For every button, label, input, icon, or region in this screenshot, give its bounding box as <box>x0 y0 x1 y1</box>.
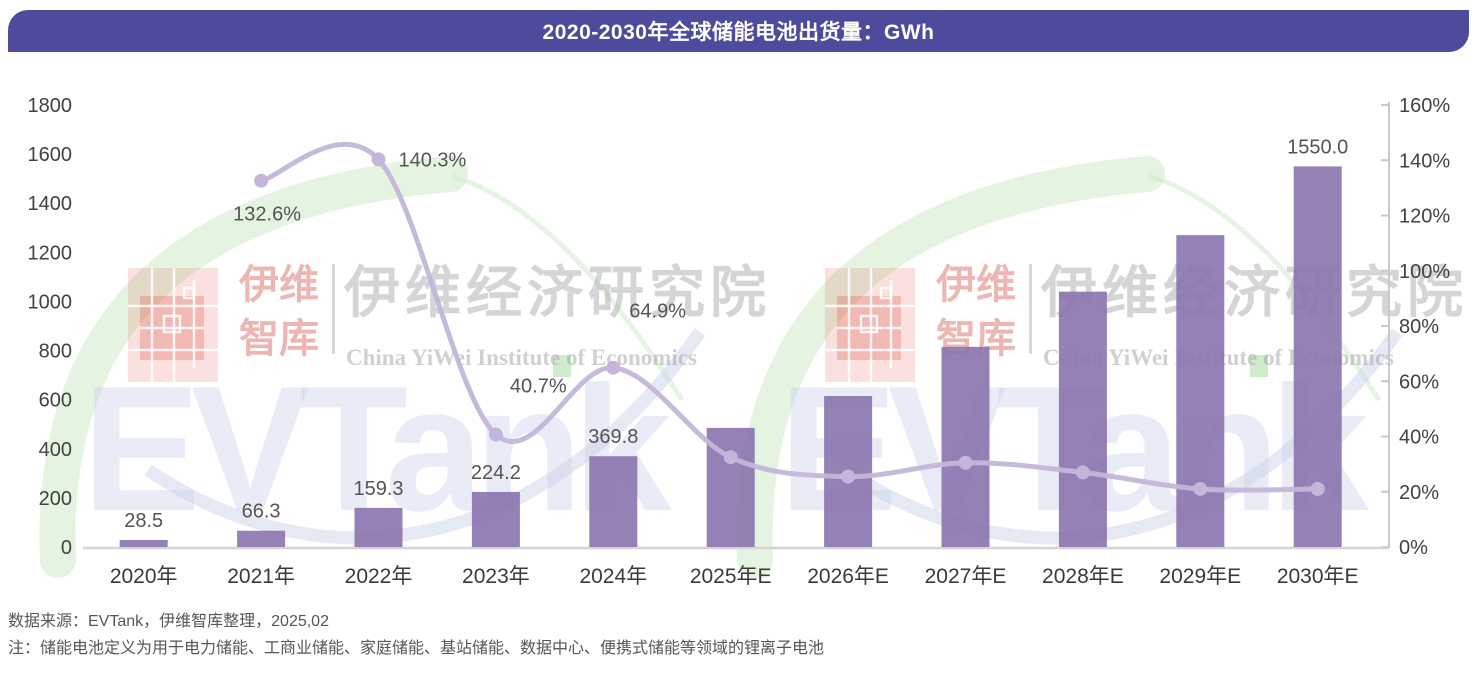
x-axis-label-2020年: 2020年 <box>110 565 178 588</box>
left-axis-tick-1400: 1400 <box>28 193 73 215</box>
growth-line <box>258 142 1321 493</box>
line-marker-2028年E <box>1075 465 1090 480</box>
x-axis-label-2028年E: 2028年E <box>1042 565 1124 588</box>
line-label-2021年: 132.6% <box>233 204 301 226</box>
bar-label-2030年E: 1550.0 <box>1287 136 1348 158</box>
line-label-2022年: 140.3% <box>399 149 467 171</box>
right-axis-tick-100%: 100% <box>1399 261 1450 283</box>
x-axis-label-2027年E: 2027年E <box>925 565 1007 588</box>
chart-title-bar: 2020-2030年全球储能电池出货量：GWh <box>8 10 1469 52</box>
left-axis-tick-1200: 1200 <box>28 242 73 264</box>
right-axis-tick-140%: 140% <box>1399 150 1450 172</box>
right-axis-tick-80%: 80% <box>1399 316 1439 338</box>
x-axis-label-2023年: 2023年 <box>462 565 530 588</box>
bar-label-2022年: 159.3 <box>353 478 403 500</box>
line-label-2023年: 40.7% <box>510 376 567 398</box>
chart-title: 2020-2030年全球储能电池出货量：GWh <box>542 21 935 44</box>
x-axis-label-2029年E: 2029年E <box>1159 565 1241 588</box>
right-axis-tick-40%: 40% <box>1399 427 1439 449</box>
line-marker-2022年 <box>371 152 386 167</box>
x-axis-label-2022年: 2022年 <box>345 565 413 588</box>
bar-label-2021年: 66.3 <box>242 501 281 523</box>
bar-label-2023年: 224.2 <box>471 462 521 484</box>
left-axis-tick-1600: 1600 <box>28 144 73 166</box>
data-source-note: 数据来源：EVTank，伊维智库整理，2025,02 <box>8 613 329 630</box>
line-marker-2024年 <box>606 360 621 375</box>
line-marker-2027年E <box>958 455 973 470</box>
right-axis-tick-20%: 20% <box>1399 482 1439 504</box>
bar-2023年 <box>471 491 520 547</box>
left-axis-tick-1800: 1800 <box>28 95 73 117</box>
line-marker-2021年 <box>254 173 269 188</box>
x-axis-label-2024年: 2024年 <box>579 565 647 588</box>
left-axis-tick-200: 200 <box>39 488 72 510</box>
line-marker-2026年E <box>841 469 856 484</box>
right-axis-tick-160%: 160% <box>1399 95 1450 117</box>
left-axis-tick-1000: 1000 <box>28 291 73 313</box>
x-axis-label-2026年E: 2026年E <box>807 565 889 588</box>
line-marker-2029年E <box>1193 481 1208 496</box>
bar-label-2024年: 369.8 <box>588 426 638 448</box>
right-axis-tick-120%: 120% <box>1399 206 1450 228</box>
definition-note: 注：储能电池定义为用于电力储能、工商业储能、家庭储能、基站储能、数据中心、便携式… <box>8 640 825 658</box>
line-marker-2030年E <box>1310 481 1325 496</box>
bar-2029年E <box>1176 235 1225 547</box>
line-marker-2025年E <box>723 450 738 465</box>
left-axis-tick-800: 800 <box>39 341 72 363</box>
x-axis-label-2030年E: 2030年E <box>1277 565 1359 588</box>
bar-2024年 <box>589 456 638 547</box>
bar-label-2020年: 28.5 <box>124 510 163 532</box>
bar-2027年E <box>941 346 990 547</box>
bar-2020年 <box>119 540 168 547</box>
x-axis-label-2021年: 2021年 <box>227 565 295 588</box>
bar-2028年E <box>1058 291 1107 547</box>
x-axis-label-2025年E: 2025年E <box>690 565 772 588</box>
bar-2021年 <box>237 530 286 547</box>
right-axis-tick-60%: 60% <box>1399 371 1439 393</box>
left-axis-tick-400: 400 <box>39 439 72 461</box>
line-label-2024年: 64.9% <box>629 301 686 323</box>
footer: 数据来源：EVTank，伊维智库整理，2025,02 注：储能电池定义为用于电力… <box>8 608 824 662</box>
right-axis-tick-0%: 0% <box>1399 537 1428 559</box>
line-marker-2023年 <box>488 427 503 442</box>
left-axis-tick-600: 600 <box>39 390 72 412</box>
bar-2022年 <box>354 507 403 547</box>
left-axis-tick-0: 0 <box>61 537 72 559</box>
